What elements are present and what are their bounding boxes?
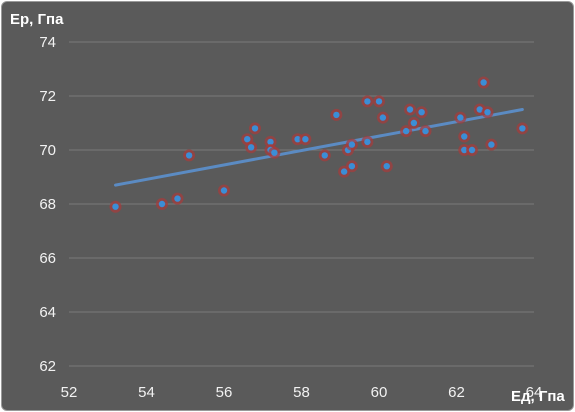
data-point [245,141,258,154]
data-point [299,133,312,146]
x-tick-label: 52 [61,384,78,401]
y-axis-title: Ер, Гпа [10,11,64,28]
data-point [458,130,471,143]
x-tick-label: 56 [216,384,233,401]
data-point [380,160,393,173]
data-point [361,135,374,148]
data-point [171,192,184,205]
y-tick-label: 64 [39,304,56,321]
data-point [454,111,467,124]
trendline-layer [114,108,524,187]
y-tick-label: 68 [39,196,56,213]
data-point [407,117,420,129]
data-point [404,103,416,116]
y-tick-label: 66 [39,250,56,267]
data-point [376,111,389,124]
data-point [481,106,494,119]
data-point [249,122,261,135]
data-point [516,122,529,135]
data-point [373,95,385,108]
data-point [485,138,498,151]
x-axis-title: Ед, Гпа [511,388,565,405]
x-tick-label: 62 [448,384,465,401]
x-tick-label: 64 [526,384,543,401]
y-tick-label: 70 [39,142,56,159]
y-tick-label: 72 [39,88,56,105]
data-point [268,146,281,159]
data-point [419,125,432,138]
data-point [477,76,490,89]
data-point [218,184,230,197]
data-point [361,95,374,108]
x-tick-label: 58 [293,384,310,401]
data-point [109,200,122,213]
trendline [114,108,524,187]
data-point [318,149,331,162]
axis-ticks: 62 64 66 68 70 72 74 52 54 56 58 60 62 64 [39,34,542,401]
data-point [415,106,428,119]
data-point [466,144,478,156]
data-point [400,125,413,138]
data-point [345,138,358,151]
data-point [330,108,343,121]
grid [69,41,534,367]
y-tick-label: 74 [39,34,56,51]
x-tick-label: 54 [138,384,155,401]
x-tick-label: 60 [371,384,388,401]
data-point [156,198,168,210]
data-point [183,149,196,162]
data-point [345,160,358,173]
y-tick-label: 62 [39,358,56,375]
data-points [109,76,529,213]
